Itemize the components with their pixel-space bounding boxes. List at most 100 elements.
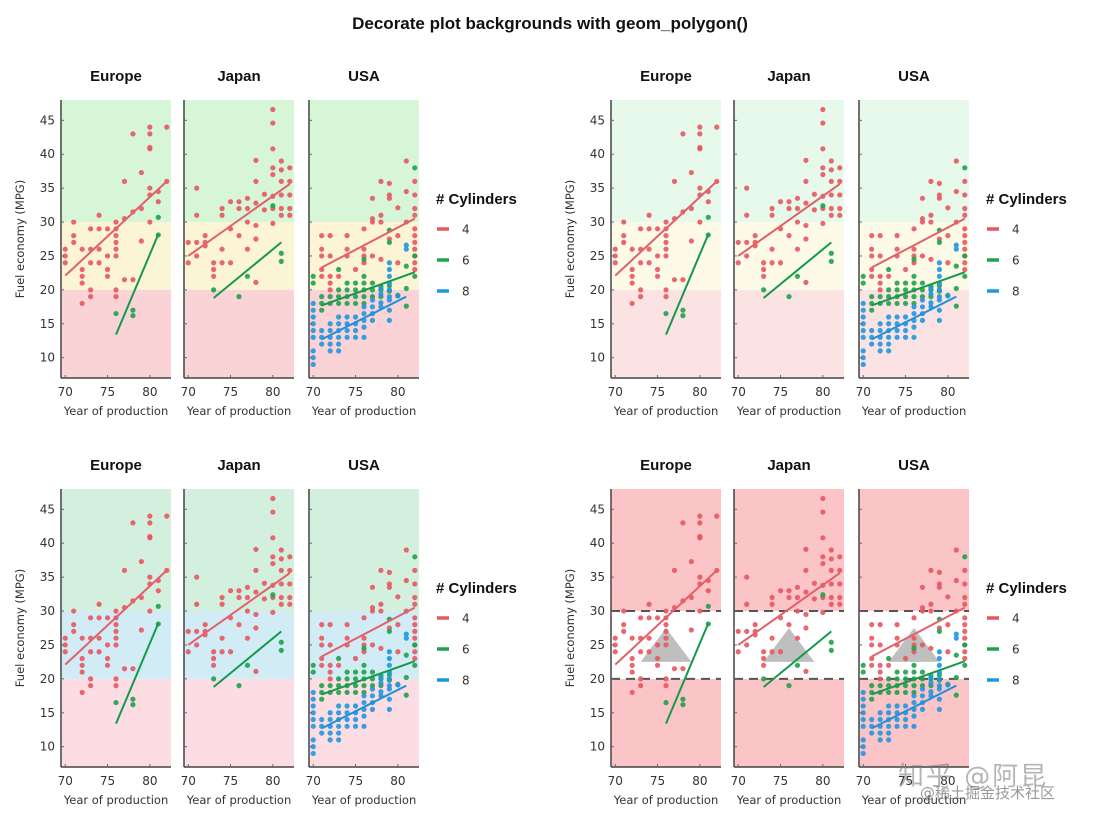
data-point-cyl-4 xyxy=(928,256,934,262)
data-point-cyl-8 xyxy=(936,297,942,303)
data-point-cyl-8 xyxy=(869,730,875,736)
data-point-cyl-6 xyxy=(705,214,711,220)
data-point-cyl-4 xyxy=(886,662,892,668)
data-point-cyl-4 xyxy=(236,588,242,594)
data-point-cyl-4 xyxy=(278,601,284,607)
x-tick-label: 75 xyxy=(100,385,115,399)
data-point-cyl-6 xyxy=(902,287,909,293)
data-point-cyl-8 xyxy=(860,300,866,307)
legend-title: # Cylinders xyxy=(986,191,1067,208)
data-point-cyl-4 xyxy=(962,622,968,628)
data-point-cyl-4 xyxy=(253,546,259,552)
data-point-cyl-4 xyxy=(211,260,217,266)
x-axis-title: Year of production xyxy=(311,793,417,807)
data-point-cyl-4 xyxy=(147,131,153,137)
data-point-cyl-4 xyxy=(287,581,293,587)
data-point-cyl-4 xyxy=(714,513,720,519)
data-point-cyl-4 xyxy=(638,649,644,655)
data-point-cyl-4 xyxy=(820,146,826,152)
data-point-cyl-8 xyxy=(928,674,934,681)
data-point-cyl-4 xyxy=(378,567,384,573)
data-point-cyl-4 xyxy=(270,146,276,152)
x-tick-label: 80 xyxy=(940,385,955,399)
data-point-cyl-4 xyxy=(121,567,128,573)
data-point-cyl-4 xyxy=(104,615,111,621)
data-point-cyl-8 xyxy=(395,682,401,688)
data-point-cyl-4 xyxy=(837,601,843,607)
y-tick-label: 40 xyxy=(40,147,55,161)
data-point-cyl-4 xyxy=(803,178,809,184)
data-point-cyl-4 xyxy=(185,260,191,266)
trend-line-cyl-4 xyxy=(321,606,416,658)
data-point-cyl-4 xyxy=(327,622,333,628)
data-point-cyl-8 xyxy=(877,716,883,723)
data-point-cyl-8 xyxy=(386,655,392,662)
data-point-cyl-4 xyxy=(828,556,834,562)
data-point-cyl-4 xyxy=(147,124,153,130)
y-tick-label: 20 xyxy=(40,283,55,297)
data-point-cyl-4 xyxy=(663,294,669,300)
data-point-cyl-4 xyxy=(837,192,843,198)
data-point-cyl-6 xyxy=(894,676,900,682)
data-point-cyl-4 xyxy=(121,277,128,283)
data-point-cyl-6 xyxy=(319,307,325,313)
data-point-cyl-4 xyxy=(962,226,968,232)
x-tick-label: 70 xyxy=(181,774,196,788)
data-point-cyl-4 xyxy=(79,300,85,307)
data-point-cyl-4 xyxy=(928,645,934,651)
data-point-cyl-4 xyxy=(278,158,284,164)
data-point-cyl-6 xyxy=(680,313,686,319)
data-point-cyl-8 xyxy=(945,293,951,299)
trend-line-cyl-8 xyxy=(871,684,957,730)
data-point-cyl-4 xyxy=(202,233,208,239)
data-point-cyl-4 xyxy=(697,535,703,541)
data-point-cyl-4 xyxy=(278,581,284,587)
data-point-cyl-6 xyxy=(962,253,968,259)
data-point-cyl-8 xyxy=(310,355,316,361)
data-point-cyl-8 xyxy=(886,314,892,320)
data-point-cyl-6 xyxy=(894,689,900,696)
data-point-cyl-4 xyxy=(219,594,225,601)
background-band xyxy=(734,289,844,378)
data-point-cyl-4 xyxy=(794,608,801,614)
data-point-cyl-4 xyxy=(244,594,251,601)
data-point-cyl-4 xyxy=(219,205,225,212)
data-point-cyl-4 xyxy=(945,594,951,600)
data-point-cyl-4 xyxy=(319,662,325,668)
data-point-cyl-8 xyxy=(894,314,900,320)
data-point-cyl-6 xyxy=(270,203,276,209)
data-point-cyl-4 xyxy=(62,253,68,259)
facet-panel-europe: 70 75 80 Europe Year of production xyxy=(58,457,171,807)
data-point-cyl-4 xyxy=(911,226,917,232)
data-point-cyl-4 xyxy=(828,212,834,218)
legend-label: 6 xyxy=(1012,643,1020,657)
data-point-cyl-6 xyxy=(130,313,136,319)
data-point-cyl-4 xyxy=(761,655,767,662)
data-point-cyl-4 xyxy=(794,205,801,212)
data-point-cyl-4 xyxy=(786,233,792,239)
data-point-cyl-4 xyxy=(953,158,959,164)
data-point-cyl-6 xyxy=(386,628,392,634)
data-point-cyl-4 xyxy=(629,266,635,273)
data-point-cyl-4 xyxy=(697,608,703,614)
data-point-cyl-8 xyxy=(877,341,883,347)
data-point-cyl-8 xyxy=(327,730,333,736)
data-point-cyl-4 xyxy=(369,195,376,201)
data-point-cyl-4 xyxy=(962,266,968,273)
data-point-cyl-4 xyxy=(962,615,968,621)
data-point-cyl-6 xyxy=(403,263,409,269)
data-point-cyl-8 xyxy=(936,273,942,279)
data-point-cyl-4 xyxy=(71,622,77,628)
data-point-cyl-8 xyxy=(336,348,342,354)
data-point-cyl-6 xyxy=(902,683,909,689)
data-point-cyl-8 xyxy=(860,723,866,729)
data-point-cyl-8 xyxy=(352,314,359,320)
data-point-cyl-6 xyxy=(869,696,875,702)
data-point-cyl-6 xyxy=(403,692,409,698)
data-point-cyl-8 xyxy=(310,348,316,354)
data-point-cyl-4 xyxy=(287,601,293,607)
data-point-cyl-4 xyxy=(680,277,686,283)
data-point-cyl-4 xyxy=(369,219,376,225)
data-point-cyl-4 xyxy=(777,199,784,205)
facet-title: Europe xyxy=(90,457,142,474)
